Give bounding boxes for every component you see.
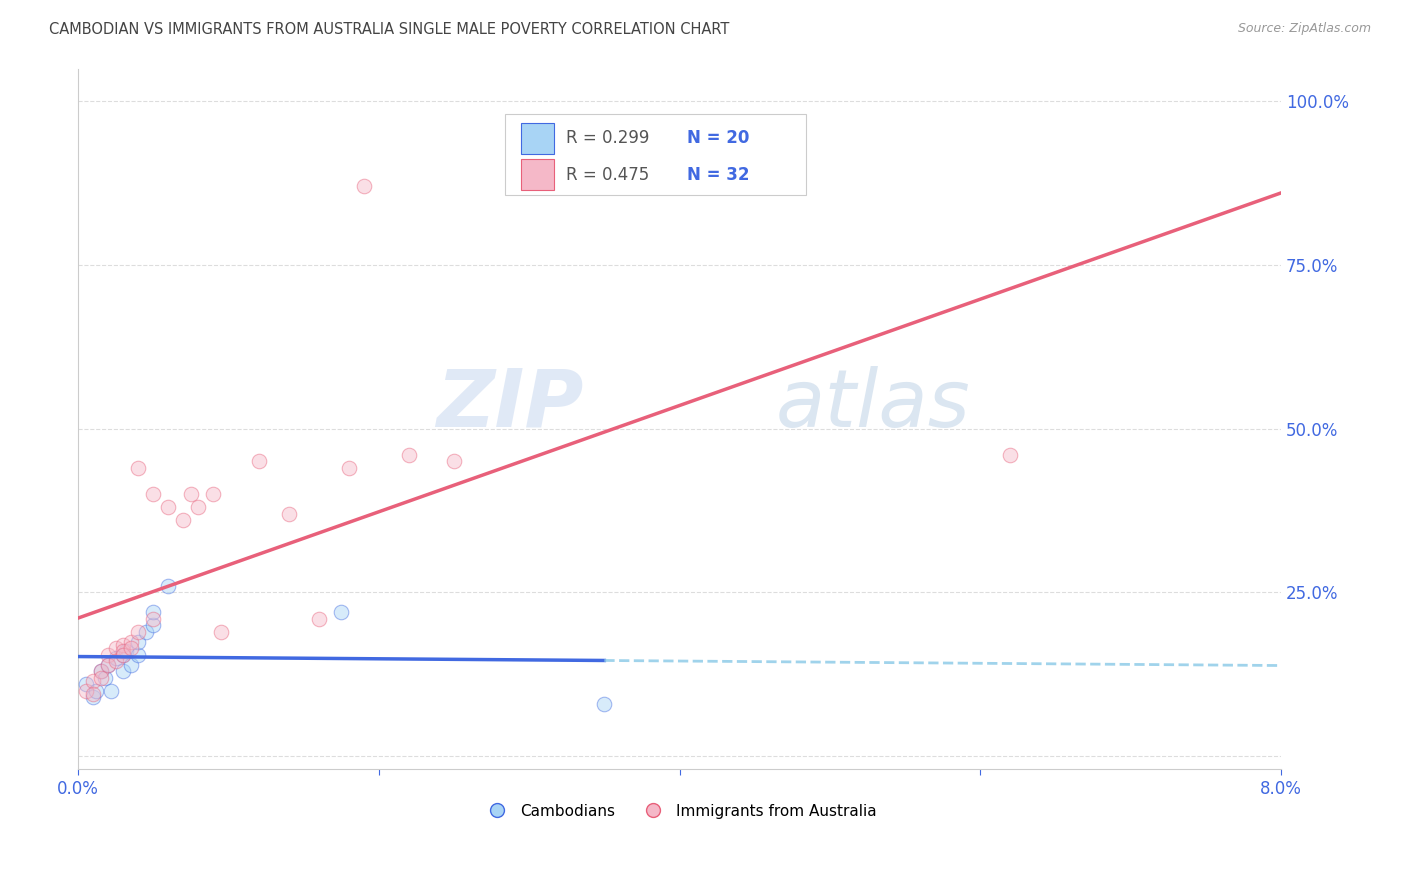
Point	[90, 664, 112, 678]
Point	[97, 648, 120, 662]
Point	[142, 612, 165, 626]
Point	[353, 179, 375, 194]
Point	[97, 657, 120, 672]
Point	[100, 683, 122, 698]
Text: atlas: atlas	[776, 366, 970, 444]
Point	[120, 657, 142, 672]
Point	[142, 618, 165, 632]
Point	[84, 683, 107, 698]
Text: N = 32: N = 32	[686, 166, 749, 184]
Point	[97, 657, 120, 672]
Point	[142, 605, 165, 619]
Text: CAMBODIAN VS IMMIGRANTS FROM AUSTRALIA SINGLE MALE POVERTY CORRELATION CHART: CAMBODIAN VS IMMIGRANTS FROM AUSTRALIA S…	[49, 22, 730, 37]
FancyBboxPatch shape	[505, 114, 806, 194]
Point	[104, 654, 127, 668]
Point	[94, 671, 117, 685]
Point	[90, 671, 112, 685]
Point	[112, 664, 135, 678]
Point	[202, 487, 225, 501]
Text: N = 20: N = 20	[686, 129, 749, 147]
Point	[157, 500, 180, 515]
Point	[104, 651, 127, 665]
Point	[75, 683, 97, 698]
Point	[593, 697, 616, 711]
Point	[277, 507, 299, 521]
Point	[82, 690, 104, 705]
Point	[82, 673, 104, 688]
Text: Source: ZipAtlas.com: Source: ZipAtlas.com	[1237, 22, 1371, 36]
FancyBboxPatch shape	[520, 123, 554, 153]
Point	[1000, 448, 1022, 462]
Point	[180, 487, 202, 501]
Point	[120, 634, 142, 648]
Point	[75, 677, 97, 691]
Point	[443, 454, 465, 468]
Point	[127, 624, 149, 639]
Point	[187, 500, 209, 515]
Point	[209, 624, 232, 639]
Point	[112, 648, 135, 662]
Text: ZIP: ZIP	[436, 366, 583, 444]
Text: R = 0.475: R = 0.475	[567, 166, 650, 184]
Legend: Cambodians, Immigrants from Australia: Cambodians, Immigrants from Australia	[477, 797, 883, 825]
Point	[172, 513, 194, 527]
Point	[82, 687, 104, 701]
Point	[112, 648, 135, 662]
Point	[247, 454, 270, 468]
Point	[104, 641, 127, 656]
Point	[398, 448, 420, 462]
Point	[90, 664, 112, 678]
Point	[127, 648, 149, 662]
FancyBboxPatch shape	[520, 159, 554, 190]
Point	[127, 634, 149, 648]
Point	[127, 461, 149, 475]
Point	[112, 644, 135, 658]
Point	[308, 612, 330, 626]
Text: R = 0.299: R = 0.299	[567, 129, 650, 147]
Point	[337, 461, 360, 475]
Point	[120, 641, 142, 656]
Point	[142, 487, 165, 501]
Point	[112, 638, 135, 652]
Point	[115, 644, 138, 658]
Point	[157, 579, 180, 593]
Point	[135, 624, 157, 639]
Point	[330, 605, 353, 619]
